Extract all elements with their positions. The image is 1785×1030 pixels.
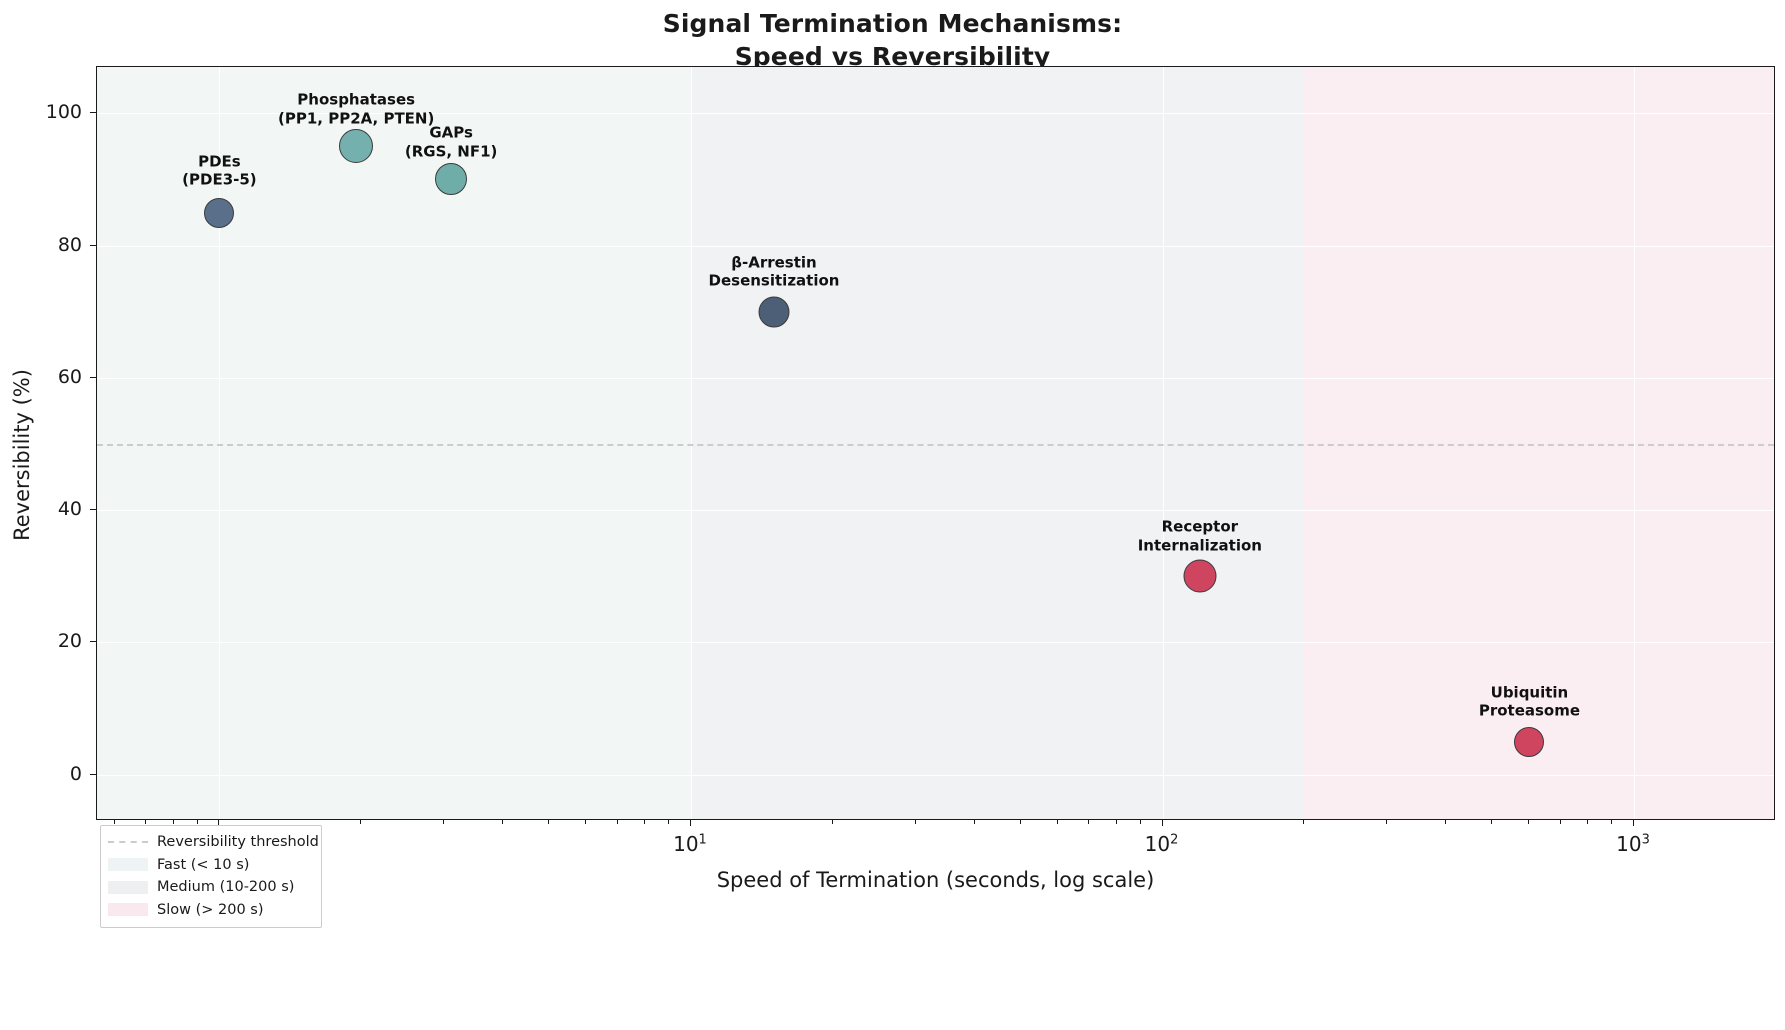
legend-color-swatch-icon [108, 858, 148, 872]
x-tick-minor [113, 820, 115, 824]
data-point-marker[interactable] [758, 296, 790, 328]
x-tick-minor [616, 820, 618, 824]
y-tick-label: 40 [57, 498, 82, 521]
legend-item[interactable]: Reversibility threshold [108, 831, 319, 854]
legend-item[interactable]: Slow (> 200 s) [108, 899, 314, 922]
x-tick-minor [1088, 820, 1090, 824]
y-tick [90, 773, 96, 775]
x-tick-minor [831, 820, 833, 824]
x-tick-minor [1491, 820, 1493, 824]
gridline-horizontal [97, 642, 1774, 644]
zone-medium [690, 67, 1305, 819]
chart-title: Signal Termination Mechanisms: Speed vs … [662, 9, 1123, 71]
gridline-horizontal [97, 510, 1774, 512]
y-tick-label: 80 [57, 233, 82, 256]
x-tick-minor [644, 820, 646, 824]
gridline-horizontal [97, 774, 1774, 776]
x-tick-mantissa: 10 [1144, 832, 1171, 856]
legend-item-label: Medium (10-200 s) [157, 879, 295, 896]
x-tick-minor [548, 820, 550, 824]
x-tick-mantissa: 10 [1616, 832, 1642, 856]
gridline-horizontal [97, 245, 1774, 247]
legend-item-label: Reversibility threshold [157, 834, 319, 851]
x-tick-minor [196, 820, 198, 824]
gridline-vertical [1162, 67, 1164, 819]
x-tick-minor [1115, 820, 1117, 824]
zone-slow [1304, 67, 1774, 819]
x-tick-minor [1560, 820, 1561, 824]
gridline-vertical [1634, 67, 1636, 819]
y-tick-label: 20 [57, 630, 82, 653]
x-tick [1161, 820, 1163, 826]
zone-fast [97, 67, 691, 819]
x-tick-minor [502, 820, 504, 824]
x-tick [689, 820, 691, 826]
data-point-marker[interactable] [339, 129, 374, 164]
legend-dashed-line-icon [108, 835, 148, 849]
data-point-marker[interactable] [204, 197, 235, 228]
x-tick-exponent: 3 [1641, 832, 1650, 848]
gridline-horizontal [97, 377, 1774, 379]
x-tick-minor [1528, 820, 1530, 824]
legend-item-label: Fast (< 10 s) [157, 856, 250, 873]
x-tick [218, 820, 220, 826]
reversibility-threshold-line [97, 444, 1774, 446]
y-tick [90, 112, 96, 114]
y-tick-label: 0 [69, 762, 82, 785]
y-tick [90, 244, 96, 246]
x-tick-minor [668, 820, 670, 824]
x-tick-minor [585, 820, 587, 824]
x-tick-minor [973, 820, 975, 824]
plot-area: PDEs (PDE3-5) Phosphatases (PP1, PP2A, PT… [96, 66, 1775, 820]
x-tick-label: 102 [1145, 832, 1179, 856]
y-tick [90, 509, 96, 511]
legend-color-swatch-icon [108, 880, 148, 894]
x-tick-label: 103 [1616, 832, 1650, 856]
data-point-marker[interactable] [1183, 559, 1217, 593]
x-tick-minor [1139, 820, 1141, 824]
gridline-horizontal [97, 113, 1774, 115]
legend-item[interactable]: Fast (< 10 s) [108, 854, 314, 877]
gridline-vertical [690, 67, 692, 819]
y-tick [90, 641, 96, 643]
x-tick-minor [914, 820, 916, 824]
x-tick-mantissa: 10 [673, 832, 699, 856]
x-tick-minor [172, 820, 174, 824]
y-tick [90, 376, 96, 378]
x-tick-minor [1019, 820, 1021, 824]
x-tick-minor [1056, 820, 1058, 824]
data-point-marker[interactable] [435, 163, 468, 196]
legend-item-label: Slow (> 200 s) [157, 901, 264, 918]
x-tick-minor [1303, 820, 1305, 824]
legend-item[interactable]: Medium (10-200 s) [108, 876, 314, 899]
x-tick-minor [1386, 820, 1388, 824]
x-tick-minor [360, 820, 362, 824]
x-tick-exponent: 1 [698, 832, 707, 848]
legend: Reversibility threshold Fast (< 10 s) Medi… [100, 825, 322, 928]
x-tick-minor [1445, 820, 1447, 824]
legend-color-swatch-icon [108, 903, 148, 917]
data-point-marker[interactable] [1514, 726, 1545, 757]
y-tick-label: 100 [45, 101, 82, 124]
x-tick-minor [145, 820, 147, 824]
x-axis-label: Speed of Termination (seconds, log scale… [716, 868, 1155, 892]
x-tick-label: 101 [673, 832, 707, 856]
y-tick-label: 60 [57, 365, 82, 388]
gridline-vertical [219, 67, 221, 819]
x-tick [1633, 820, 1635, 826]
x-tick-minor [1611, 820, 1613, 824]
x-tick-exponent: 2 [1170, 832, 1179, 848]
y-axis-label: Reversibility (%) [10, 369, 34, 541]
x-tick-minor [443, 820, 445, 824]
x-tick-minor [1587, 820, 1589, 824]
